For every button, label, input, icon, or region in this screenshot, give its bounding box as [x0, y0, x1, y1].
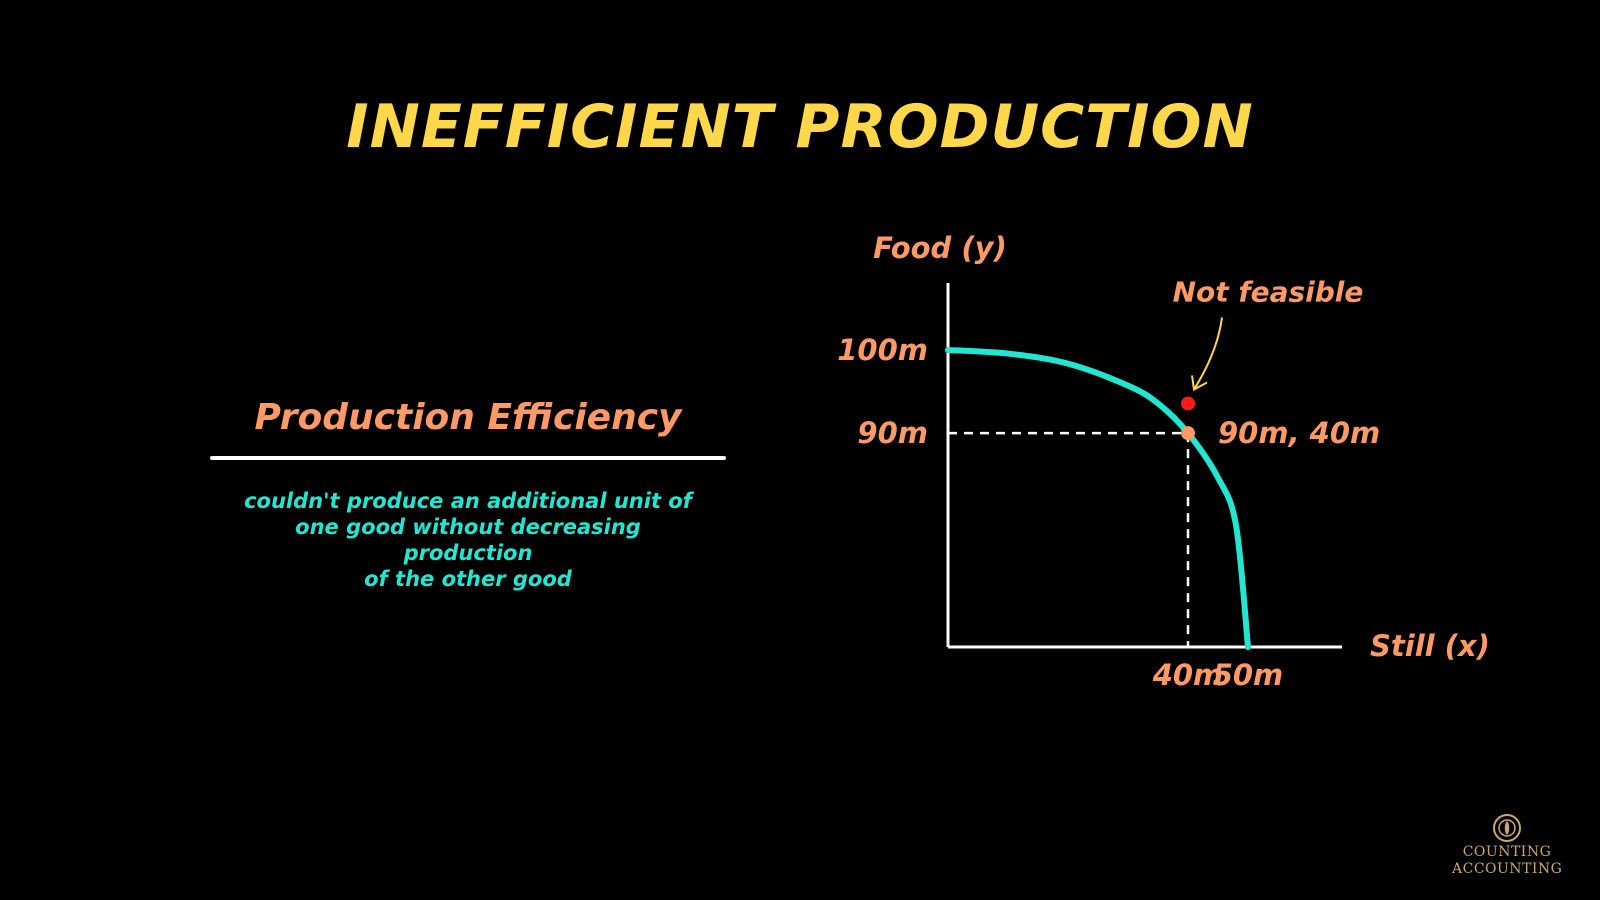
y-tick-label: 90m — [857, 416, 928, 450]
chart-points — [1181, 396, 1195, 441]
y-tick-label: 100m — [837, 333, 928, 367]
point-label: 90m, 40m — [1218, 416, 1380, 450]
annotation-arrow — [1191, 317, 1223, 392]
logo-line-1: COUNTING — [1462, 844, 1552, 860]
brand-logo: COUNTING ACCOUNTING — [1452, 812, 1562, 878]
x-tick-label: 40m — [1152, 658, 1224, 692]
logo-line-2: ACCOUNTING — [1452, 861, 1563, 877]
x-tick-label: 50m — [1213, 658, 1284, 692]
guide-lines — [948, 431, 1190, 647]
laurel-icon — [1493, 814, 1521, 842]
concept-title: Production Efficiency — [254, 397, 682, 438]
concept-definition: couldn't produce an additional unit of o… — [233, 488, 703, 592]
concept-panel: Production Efficiency couldn't produce a… — [210, 392, 726, 592]
definition-line-3: of the other good — [364, 567, 572, 591]
definition-line-2: one good without decreasing production — [295, 515, 641, 565]
concept-divider — [210, 456, 726, 460]
efficient-point — [1181, 426, 1195, 441]
x-axis-label: Still (x) — [1370, 629, 1490, 663]
y-axis-label: Food (y) — [873, 231, 1007, 265]
infeasible-point — [1181, 396, 1195, 411]
ppf-curve — [945, 347, 1251, 650]
definition-line-1: couldn't produce an additional unit of — [244, 489, 692, 513]
slide-title: INEFFICIENT PRODUCTION — [346, 92, 1254, 162]
not-feasible-label: Not feasible — [1173, 275, 1364, 308]
